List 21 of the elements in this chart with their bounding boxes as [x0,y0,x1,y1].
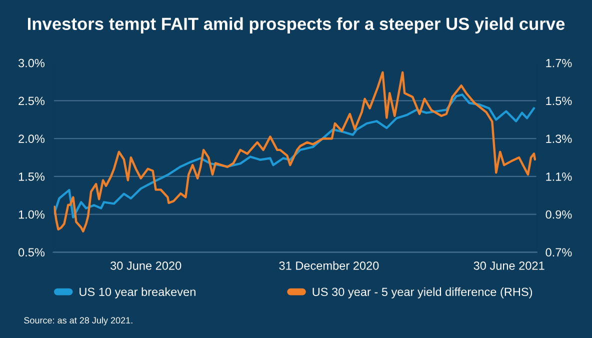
y2-tick-label: 0.7% [546,248,572,257]
y2-tick-label: 1.3% [546,134,572,143]
y-tick-label: 2.0% [18,134,45,143]
legend-label: US 30 year - 5 year yield difference (RHS) [312,287,532,298]
x-tick-label: 31 December 2020 [279,261,379,270]
line-series [53,71,536,232]
chart-title: Investors tempt FAIT amid prospects for a steeper US yield curve [28,17,565,34]
y-tick-label: 3.0% [18,58,45,68]
y-tick-label: 2.5% [18,96,45,106]
y-tick-label: 1.5% [18,172,45,181]
y2-tick-label: 1.1% [546,172,572,181]
y2-tick-label: 1.5% [546,96,572,106]
line-series [53,94,536,218]
y-tick-label: 0.5% [18,248,45,257]
x-tick-label: 30 June 2021 [474,261,544,270]
y2-tick-label: 0.9% [546,210,572,219]
legend-label: US 10 year breakeven [80,287,196,298]
y-tick-label: 1.0% [18,210,45,219]
x-tick-label: 30 June 2020 [110,261,182,270]
source-note: Source: as at 28 July 2021. [24,316,132,326]
y2-tick-label: 1.7% [546,58,572,68]
